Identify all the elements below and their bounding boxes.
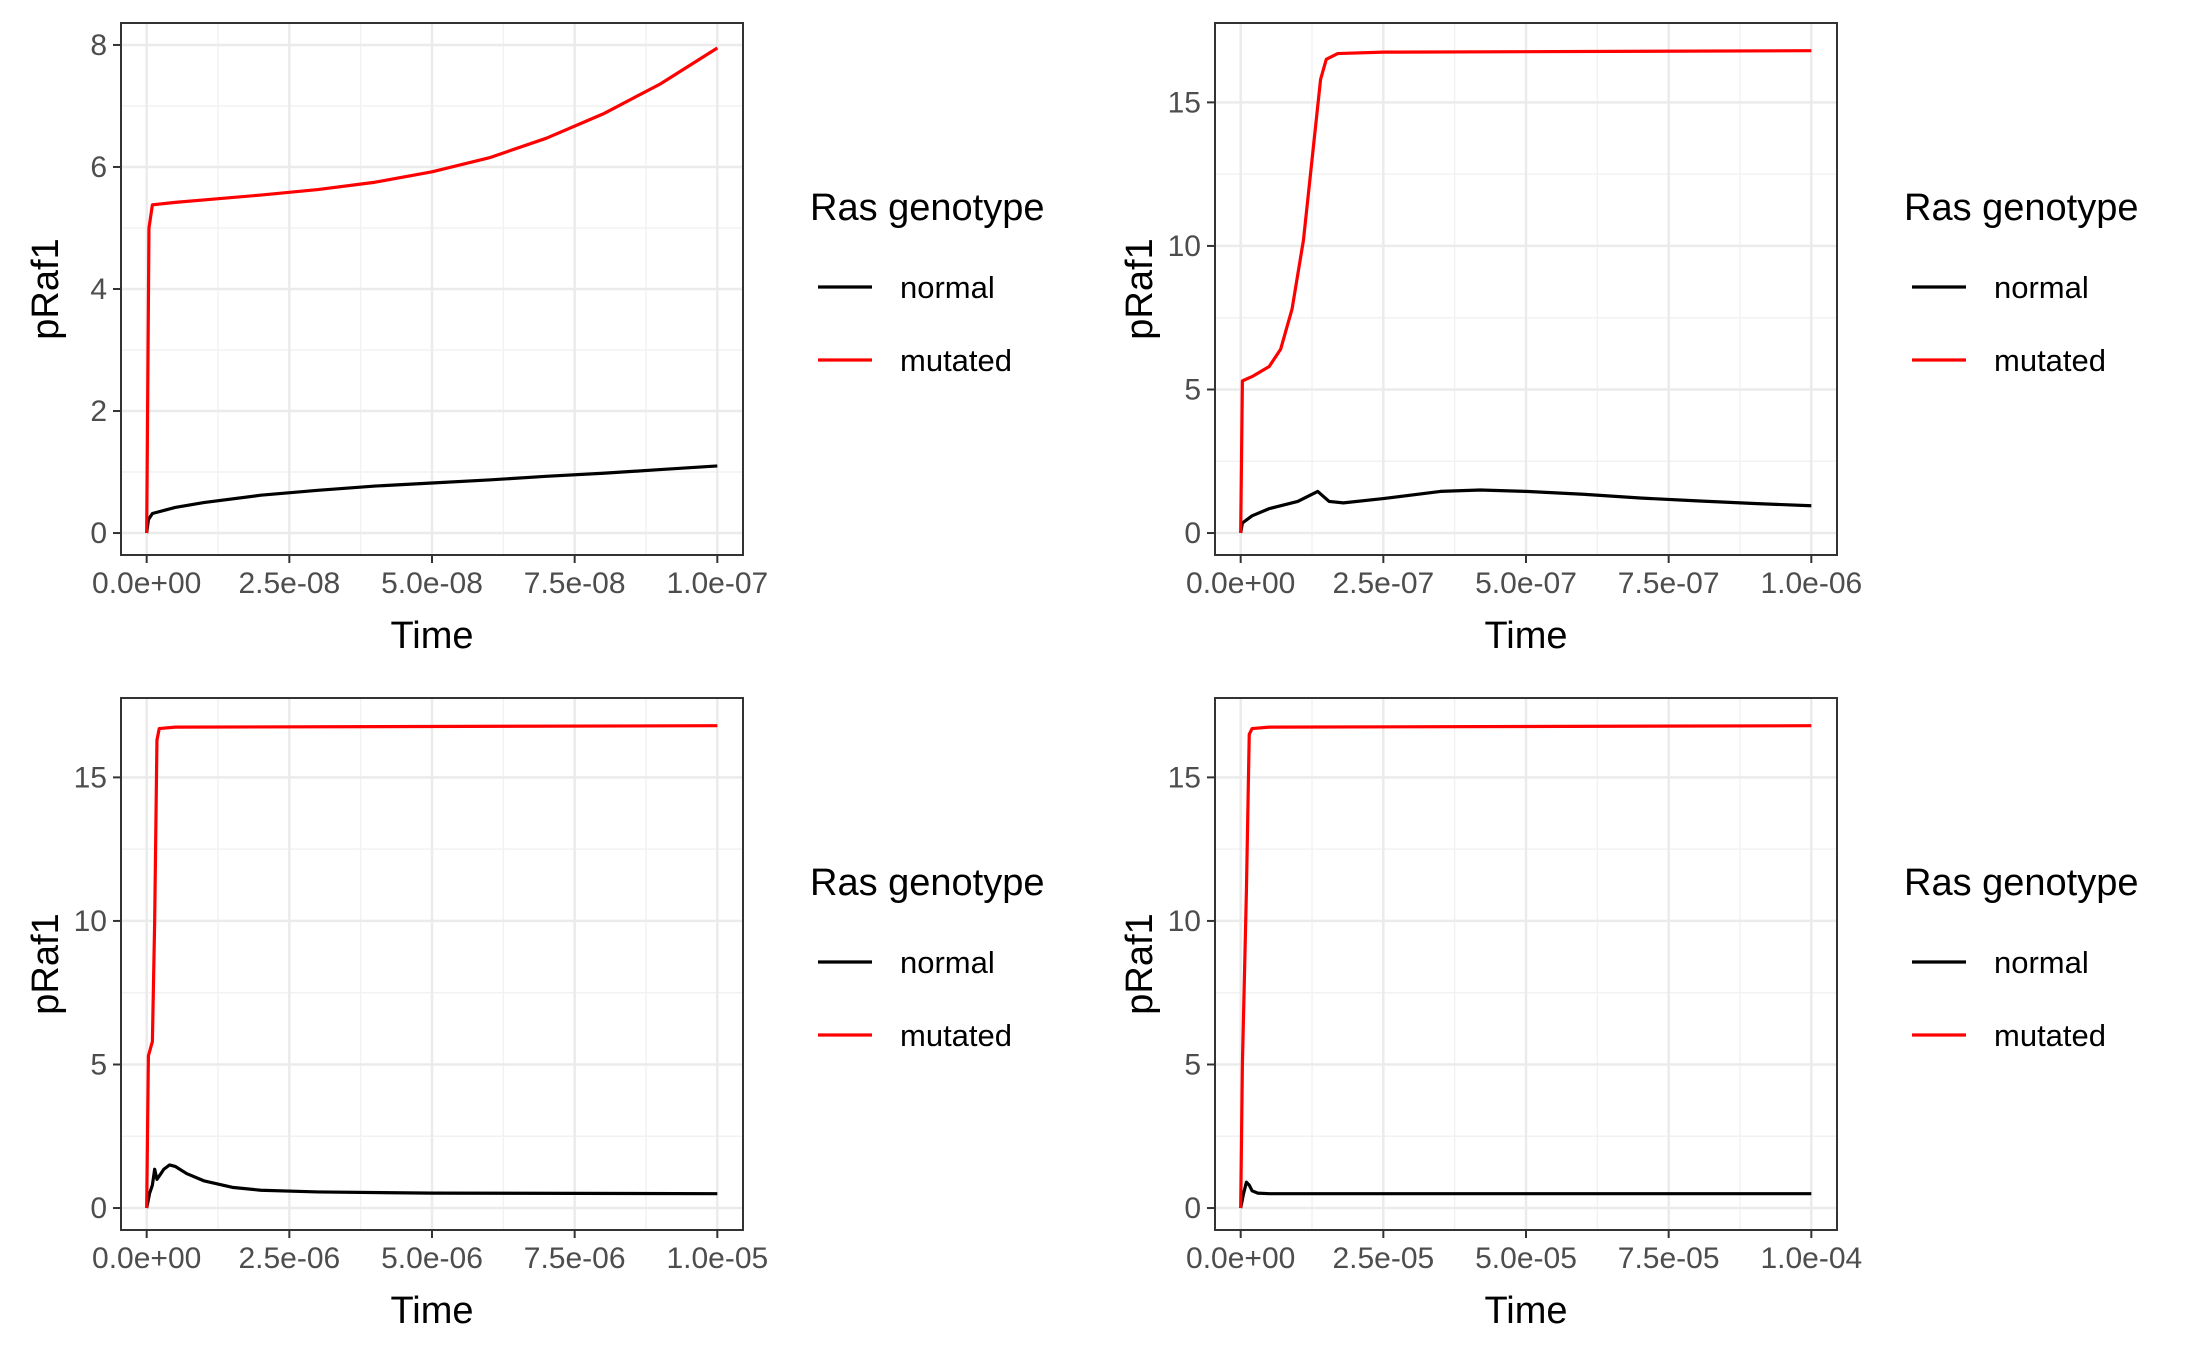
series-line-mutated [1239, 49, 1812, 534]
x-axis-title: Time [1484, 615, 1567, 657]
x-axis-title: Time [390, 615, 473, 657]
y-tick-label: 5 [1184, 1048, 1201, 1081]
x-tick-label: 7.5e-08 [524, 567, 626, 600]
legend-label-mutated: mutated [1994, 343, 2106, 378]
x-tick-label: 7.5e-06 [524, 1242, 626, 1275]
y-tick-label: 2 [90, 395, 107, 428]
series-line-normal [145, 464, 718, 534]
y-tick-label: 0 [1184, 1192, 1201, 1225]
x-tick-label: 7.5e-07 [1618, 567, 1720, 600]
y-tick-label: 4 [90, 273, 107, 306]
legend-label-mutated: mutated [1994, 1018, 2106, 1053]
y-tick-label: 0 [90, 1192, 107, 1225]
x-tick-label: 0.0e+00 [92, 567, 201, 600]
legend-label-mutated: mutated [900, 343, 1012, 378]
chart-svg-3: 0.0e+00 2.5e-06 5.0e-06 7.5e-06 1.0e-05 0 5 10 1… [25, 697, 1045, 1332]
y-tick-label: 0 [1184, 517, 1201, 550]
y-tick-label: 8 [90, 29, 107, 62]
y-axis-title: pRaf1 [1119, 913, 1161, 1014]
series-line-mutated [145, 46, 719, 534]
x-tick-label: 2.5e-05 [1332, 1242, 1434, 1275]
chart-svg-1: 0.0e+00 2.5e-08 5.0e-08 7.5e-08 1.0e-07 0 2 4 6 8… [25, 22, 1045, 657]
chart-svg-2: 0.0e+00 2.5e-07 5.0e-07 7.5e-07 1.0e-06 0 5 10 1… [1119, 22, 2139, 657]
y-axis-title: pRaf1 [25, 913, 67, 1014]
y-tick-label: 5 [1184, 373, 1201, 406]
chart-panel-4: 0.0e+00 2.5e-05 5.0e-05 7.5e-05 1.0e-04 0 5 10 1… [1094, 675, 2187, 1350]
series-line-normal [145, 1163, 718, 1209]
x-tick-label: 0.0e+00 [1186, 567, 1295, 600]
x-tick-label: 2.5e-08 [238, 567, 340, 600]
x-tick-label: 1.0e-05 [666, 1242, 768, 1275]
series-line-mutated [1239, 724, 1812, 1209]
x-tick-label: 5.0e-08 [381, 567, 483, 600]
x-tick-label: 1.0e-06 [1760, 567, 1862, 600]
x-tick-label: 2.5e-06 [238, 1242, 340, 1275]
y-tick-label: 5 [90, 1048, 107, 1081]
x-tick-label: 7.5e-05 [1618, 1242, 1720, 1275]
x-tick-label: 2.5e-07 [1332, 567, 1434, 600]
y-tick-label: 0 [90, 517, 107, 550]
legend-label-normal: normal [1994, 270, 2089, 305]
legend-label-normal: normal [1994, 945, 2089, 980]
x-tick-label: 0.0e+00 [92, 1242, 201, 1275]
chart-svg-4: 0.0e+00 2.5e-05 5.0e-05 7.5e-05 1.0e-04 0 5 10 1… [1119, 697, 2139, 1332]
y-tick-label: 10 [74, 905, 107, 938]
series-line-normal [1239, 488, 1812, 534]
x-tick-label: 0.0e+00 [1186, 1242, 1295, 1275]
y-tick-label: 15 [1168, 86, 1201, 119]
legend-label-normal: normal [900, 270, 995, 305]
legend-title: Ras genotype [810, 187, 1045, 229]
y-axis-title: pRaf1 [25, 238, 67, 339]
y-axis-title: pRaf1 [1119, 238, 1161, 339]
legend-label-normal: normal [900, 945, 995, 980]
y-tick-label: 10 [1168, 905, 1201, 938]
x-tick-label: 1.0e-04 [1760, 1242, 1862, 1275]
legend-label-mutated: mutated [900, 1018, 1012, 1053]
x-tick-label: 5.0e-05 [1475, 1242, 1577, 1275]
x-tick-label: 5.0e-07 [1475, 567, 1577, 600]
x-tick-label: 5.0e-06 [381, 1242, 483, 1275]
chart-panel-1: 0.0e+00 2.5e-08 5.0e-08 7.5e-08 1.0e-07 0 2 4 6 8… [0, 0, 1093, 675]
x-axis-title: Time [390, 1290, 473, 1332]
y-tick-label: 15 [1168, 761, 1201, 794]
y-tick-label: 15 [74, 761, 107, 794]
legend-title: Ras genotype [1904, 862, 2139, 904]
y-tick-label: 6 [90, 151, 107, 184]
legend-title: Ras genotype [1904, 187, 2139, 229]
chart-panel-3: 0.0e+00 2.5e-06 5.0e-06 7.5e-06 1.0e-05 0 5 10 1… [0, 675, 1093, 1350]
chart-panel-2: 0.0e+00 2.5e-07 5.0e-07 7.5e-07 1.0e-06 0 5 10 1… [1094, 0, 2187, 675]
x-axis-title: Time [1484, 1290, 1567, 1332]
series-line-mutated [145, 724, 718, 1209]
series-line-normal [1239, 1180, 1812, 1209]
y-tick-label: 10 [1168, 230, 1201, 263]
x-tick-label: 1.0e-07 [666, 567, 768, 600]
legend-title: Ras genotype [810, 862, 1045, 904]
